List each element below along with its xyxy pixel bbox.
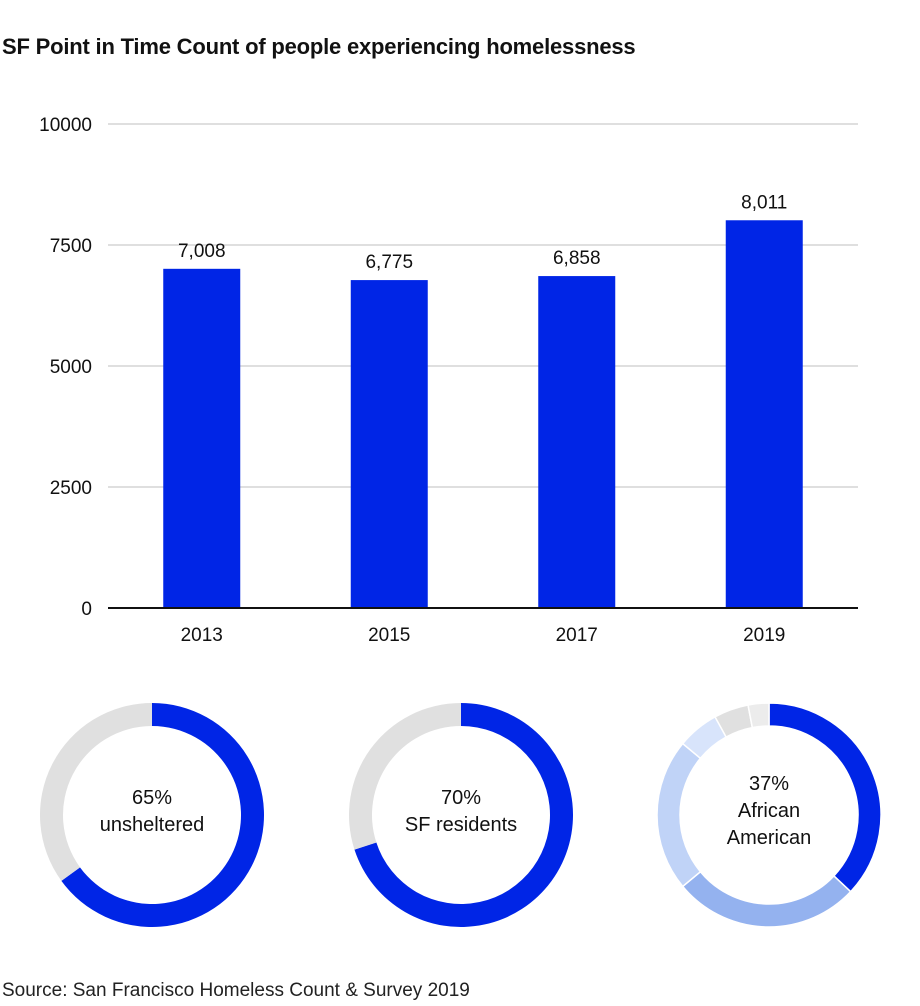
donut-slice <box>349 703 461 850</box>
bar <box>163 268 241 608</box>
donut-label-unsheltered: 65% unsheltered <box>72 785 232 839</box>
y-tick-label: 7500 <box>50 236 92 257</box>
donut-text-unsheltered: unsheltered <box>99 814 205 836</box>
x-tick-label: 2017 <box>556 625 598 646</box>
donut-unsheltered: 65% unsheltered <box>39 703 264 932</box>
donut-value-sf-residents: 70% <box>440 787 482 809</box>
donut-value-unsheltered: 65% <box>131 787 173 809</box>
x-tick-label: 2013 <box>181 625 223 646</box>
x-tick-label: 2019 <box>743 625 785 646</box>
chart-title: SF Point in Time Count of people experie… <box>2 34 636 59</box>
donut-value-african-american: 37% <box>748 773 790 795</box>
bar-value-label: 8,011 <box>741 192 787 213</box>
y-tick-label: 0 <box>81 599 92 620</box>
bar <box>538 276 616 608</box>
bar-chart: 0 2500 5000 7500 10000 7,008 2013 6,775 2015 6,85… <box>39 115 858 646</box>
donut-slice <box>681 870 852 928</box>
y-tick-label: 5000 <box>50 357 92 378</box>
donut-african-american: 37% African American <box>656 702 882 932</box>
y-tick-label: 2500 <box>50 478 92 499</box>
y-tick-label: 10000 <box>39 115 92 136</box>
bar-value-label: 6,775 <box>365 252 413 273</box>
donut-text-african-american: African American <box>726 800 812 849</box>
x-tick-label: 2015 <box>368 625 410 646</box>
bar-value-label: 7,008 <box>178 241 226 262</box>
donut-chart-unsheltered <box>39 703 264 927</box>
bar-value-label: 6,858 <box>553 248 601 269</box>
donut-chart-african-american <box>656 702 882 928</box>
donut-sf-residents: 70% SF residents <box>349 703 573 932</box>
donut-chart-sf-residents <box>349 703 573 927</box>
donut-label-sf-residents: 70% SF residents <box>381 785 541 839</box>
donut-slice <box>747 702 770 729</box>
source-note: Source: San Francisco Homeless Count & S… <box>2 980 470 1001</box>
donut-label-african-american: 37% African American <box>689 771 849 852</box>
bar <box>725 220 803 609</box>
bar <box>350 280 428 608</box>
donut-text-sf-residents: SF residents <box>404 814 518 836</box>
donut-slice <box>39 703 152 881</box>
